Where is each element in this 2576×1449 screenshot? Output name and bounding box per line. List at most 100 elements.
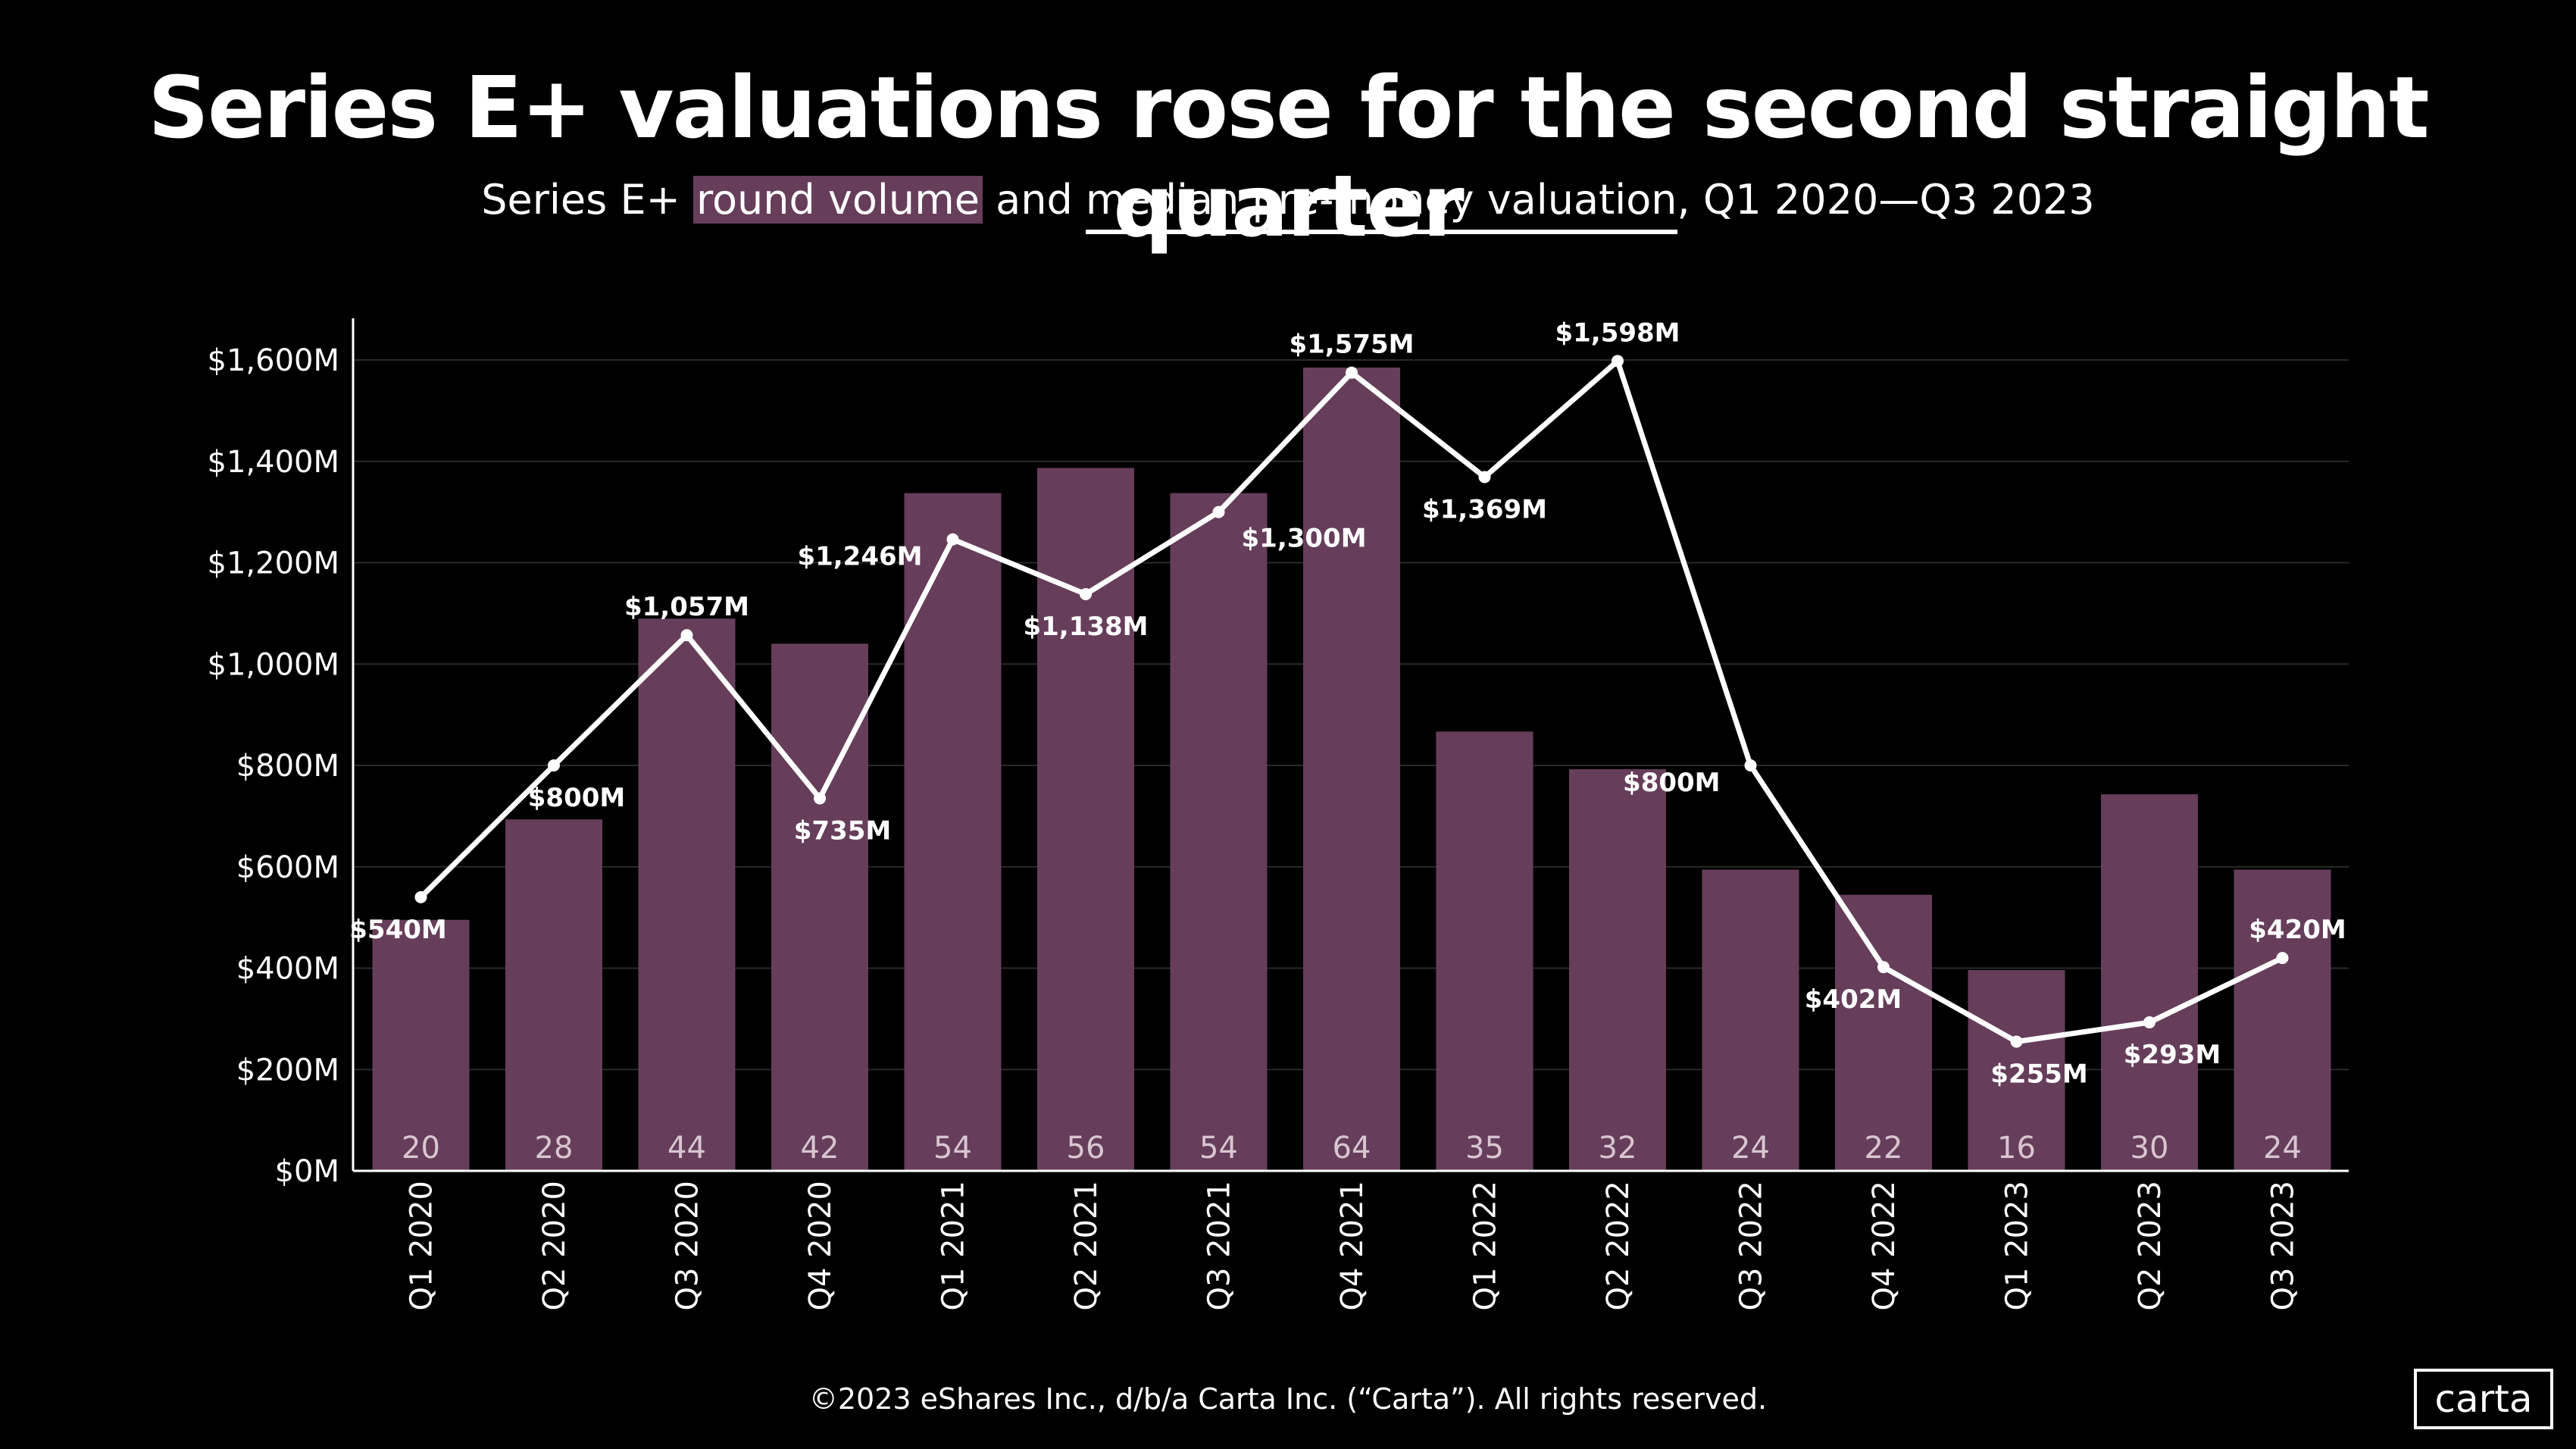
volume-bar (1436, 731, 1533, 1171)
valuation-point (2010, 1035, 2023, 1048)
valuation-label: $735M (794, 815, 891, 846)
volume-bar (638, 618, 736, 1171)
volume-label: 24 (1731, 1131, 1770, 1166)
y-axis-ticks: $0M $200M $400M $600M $800M $1,000M $1,200M $1,… (208, 343, 339, 1189)
x-tick-label: Q3 2021 (1202, 1181, 1237, 1310)
valuation-label: $293M (2124, 1040, 2221, 1070)
volume-bar (1170, 493, 1268, 1171)
y-tick-label: $600M (236, 850, 339, 885)
subtitle-prefix: Series E+ (481, 176, 693, 224)
volume-bars (372, 368, 2331, 1171)
volume-label: 22 (1865, 1131, 1903, 1166)
valuation-point (2143, 1016, 2156, 1029)
volume-bar (1968, 970, 2065, 1171)
valuation-label: $420M (2249, 915, 2346, 945)
y-tick-label: $0M (275, 1154, 339, 1189)
volume-label: 24 (2263, 1131, 2302, 1166)
y-tick-label: $1,400M (208, 445, 339, 480)
valuation-labels: $540M $800M $1,057M $735M $1,246M $1,138M $1,3… (349, 318, 2346, 1089)
valuation-point (414, 890, 427, 903)
y-tick-label: $800M (236, 749, 339, 784)
valuation-point (814, 792, 826, 805)
volume-label: 32 (1599, 1131, 1637, 1166)
x-tick-label: Q4 2022 (1867, 1181, 1902, 1310)
x-tick-label: Q2 2020 (537, 1181, 572, 1310)
valuation-label: $800M (528, 783, 625, 813)
x-tick-label: Q1 2020 (405, 1181, 439, 1310)
volume-bar (505, 819, 602, 1171)
volume-label: 35 (1465, 1131, 1504, 1166)
x-tick-label: Q2 2021 (1069, 1181, 1104, 1310)
volume-label: 44 (667, 1131, 706, 1166)
volume-label: 28 (535, 1131, 574, 1166)
volume-labels: 20 28 44 42 54 56 54 64 35 32 24 22 16 30 24 (402, 1131, 2302, 1166)
valuation-point (1212, 505, 1225, 518)
chart-title: Series E+ valuations rose for the second… (148, 59, 2429, 256)
valuation-point (946, 533, 959, 546)
x-tick-label: Q3 2020 (671, 1181, 705, 1310)
volume-bar (1835, 894, 1932, 1171)
volume-label: 30 (2131, 1131, 2169, 1166)
x-tick-label: Q3 2023 (2266, 1181, 2301, 1310)
y-tick-label: $1,600M (208, 343, 339, 378)
volume-bar (1037, 468, 1134, 1171)
chart-subtitle: Series E+ round volume and median pre-mo… (0, 176, 2576, 234)
x-tick-label: Q3 2022 (1734, 1181, 1769, 1310)
valuation-point (548, 759, 560, 771)
valuation-label: $402M (1805, 984, 1902, 1015)
legend-round-volume: round volume (692, 176, 983, 224)
volume-bar (904, 493, 1002, 1171)
volume-label: 20 (402, 1131, 440, 1166)
volume-label: 16 (1997, 1131, 2036, 1166)
valuation-label: $1,369M (1422, 494, 1547, 524)
volume-bar (1569, 769, 1666, 1171)
copyright-footer: ©2023 eShares Inc., d/b/a Carta Inc. (“C… (808, 1382, 1768, 1416)
valuation-point (1080, 587, 1092, 600)
x-tick-label: Q2 2023 (2133, 1181, 2168, 1310)
volume-bar (1702, 869, 1799, 1171)
y-tick-label: $400M (236, 952, 339, 987)
volume-bar (771, 643, 868, 1171)
valuation-label: $1,575M (1289, 330, 1414, 360)
valuation-label: $1,598M (1555, 318, 1680, 348)
x-tick-label: Q1 2023 (2000, 1181, 2035, 1310)
valuation-label: $1,138M (1023, 612, 1148, 642)
valuation-point (1612, 355, 1624, 368)
volume-bar (372, 919, 470, 1171)
valuation-point (2276, 952, 2289, 965)
valuation-label: $540M (349, 915, 446, 945)
valuation-point (1877, 961, 1890, 974)
subtitle-suffix: , Q1 2020—Q3 2023 (1677, 176, 2095, 224)
volume-bar (1303, 368, 1400, 1171)
carta-logo: carta (2414, 1369, 2553, 1429)
x-axis-ticks: Q1 2020 Q2 2020 Q3 2020 Q4 2020 Q1 2021 Q2 20… (405, 1181, 2301, 1310)
volume-bar (2234, 869, 2331, 1171)
valuation-label: $1,057M (624, 592, 749, 622)
valuation-label: $255M (1990, 1059, 2087, 1089)
x-tick-label: Q1 2022 (1468, 1181, 1503, 1310)
x-tick-label: Q4 2020 (803, 1181, 838, 1310)
legend-median-valuation: median pre-money valuation (1085, 176, 1677, 234)
volume-label: 54 (1199, 1131, 1238, 1166)
volume-label: 64 (1333, 1131, 1371, 1166)
valuation-line (414, 355, 2289, 1048)
x-tick-label: Q4 2021 (1335, 1181, 1370, 1310)
x-tick-label: Q1 2021 (936, 1181, 971, 1310)
y-tick-label: $1,200M (208, 546, 339, 581)
valuation-point (1478, 471, 1491, 484)
y-tick-label: $200M (236, 1053, 339, 1088)
volume-bar (2101, 794, 2198, 1171)
valuation-label: $800M (1623, 768, 1720, 798)
y-tick-label: $1,000M (208, 647, 339, 682)
x-tick-label: Q2 2022 (1601, 1181, 1636, 1310)
valuation-label: $1,300M (1242, 524, 1367, 554)
volume-label: 54 (933, 1131, 972, 1166)
valuation-point (1744, 759, 1757, 771)
subtitle-middle: and (982, 176, 1086, 224)
valuation-label: $1,246M (797, 542, 922, 572)
valuation-point (1346, 366, 1358, 379)
volume-label: 42 (801, 1131, 839, 1166)
volume-label: 56 (1067, 1131, 1105, 1166)
valuation-point (680, 629, 693, 642)
